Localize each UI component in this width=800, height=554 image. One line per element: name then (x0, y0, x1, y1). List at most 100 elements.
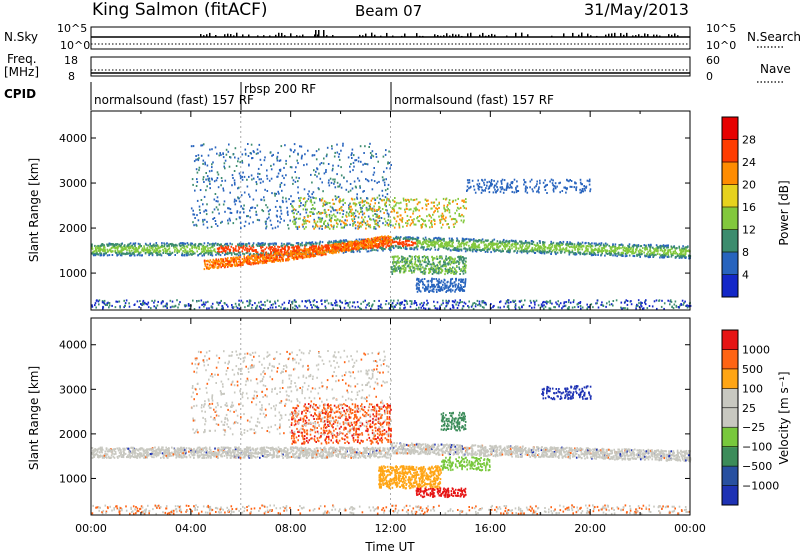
power-echo (190, 242, 192, 245)
power-echo (323, 252, 325, 255)
power-echo (97, 249, 100, 252)
power-echo (368, 208, 370, 211)
power-echo (194, 252, 196, 255)
power-echo (538, 248, 540, 251)
power-echo (369, 152, 372, 154)
power-echo (357, 221, 359, 224)
power-echo (411, 219, 413, 222)
power-echo (179, 244, 182, 247)
power-echo (597, 247, 600, 250)
power-echo (456, 246, 458, 249)
power-echo (680, 251, 682, 254)
power-echo (622, 255, 624, 257)
power-echo (348, 214, 350, 217)
power-echo (632, 250, 635, 253)
power-echo (521, 245, 524, 247)
power-echo (653, 250, 655, 253)
power-echo (453, 226, 455, 228)
power-echo (239, 244, 242, 247)
power-echo (373, 208, 376, 211)
power-echo (119, 250, 121, 253)
power-echo (286, 252, 289, 255)
power-echo (213, 180, 216, 183)
power-echo (280, 253, 283, 255)
power-echo (292, 151, 295, 154)
power-echo (352, 247, 354, 250)
power-echo (432, 239, 434, 242)
power-echo (267, 210, 270, 213)
power-echo (380, 217, 383, 219)
power-echo (572, 246, 574, 249)
station-title: King Salmon (fitACF) (92, 0, 268, 20)
power-echo (420, 218, 423, 220)
power-echo (629, 248, 632, 250)
power-echo (428, 272, 430, 275)
power-echo (252, 242, 255, 245)
power-echo (377, 236, 379, 239)
power-echo (345, 244, 347, 247)
power-echo (414, 241, 416, 244)
power-echo (176, 244, 178, 247)
power-echo (373, 180, 376, 183)
nsky-spike (452, 33, 454, 37)
power-echo (101, 248, 104, 251)
nsky-spike (365, 33, 367, 37)
power-echo (268, 246, 271, 248)
power-echo (331, 198, 334, 201)
power-echo (290, 252, 292, 255)
power-echo (258, 219, 261, 222)
power-echo (526, 252, 529, 255)
power-echo (571, 242, 574, 245)
power-echo (371, 210, 374, 213)
power-echo (309, 200, 312, 203)
power-echo (423, 238, 426, 241)
power-echo (574, 248, 576, 251)
power-echo (241, 263, 243, 266)
power-echo (413, 198, 416, 201)
power-echo (606, 243, 609, 246)
power-echo (359, 242, 362, 245)
power-echo (246, 251, 249, 254)
power-echo (354, 242, 356, 245)
power-echo (225, 148, 228, 151)
power-echo (600, 242, 602, 245)
power-echo (282, 201, 284, 204)
power-echo (651, 252, 653, 255)
power-echo (423, 220, 425, 223)
power-echo (437, 248, 439, 251)
power-echo (328, 251, 331, 254)
power-echo (579, 242, 581, 245)
power-echo (401, 217, 404, 220)
power-echo (450, 268, 453, 270)
power-echo (166, 245, 169, 248)
power-echo (252, 221, 254, 224)
power-echo (637, 244, 640, 247)
power-echo (292, 248, 295, 251)
power-echo (440, 226, 443, 229)
power-echo (121, 250, 123, 253)
power-echo (220, 258, 222, 261)
power-echo (542, 247, 545, 250)
power-echo (353, 198, 356, 201)
power-echo (301, 154, 303, 157)
power-echo (389, 240, 391, 243)
power-echo (397, 247, 399, 249)
power-echo (204, 209, 207, 212)
power-echo (460, 248, 462, 251)
power-echo (115, 251, 117, 254)
power-echo (252, 198, 255, 201)
power-echo (405, 236, 408, 239)
power-echo (336, 225, 338, 228)
power-echo (463, 201, 465, 203)
power-echo (195, 158, 197, 161)
power-echo (633, 255, 636, 257)
power-echo (338, 200, 340, 203)
power-echo (649, 252, 652, 255)
power-echo (322, 253, 324, 256)
power-echo (238, 255, 241, 258)
power-echo (465, 243, 468, 246)
power-echo (279, 159, 282, 162)
power-echo (263, 199, 266, 202)
power-echo (108, 244, 110, 247)
power-echo (430, 243, 433, 246)
